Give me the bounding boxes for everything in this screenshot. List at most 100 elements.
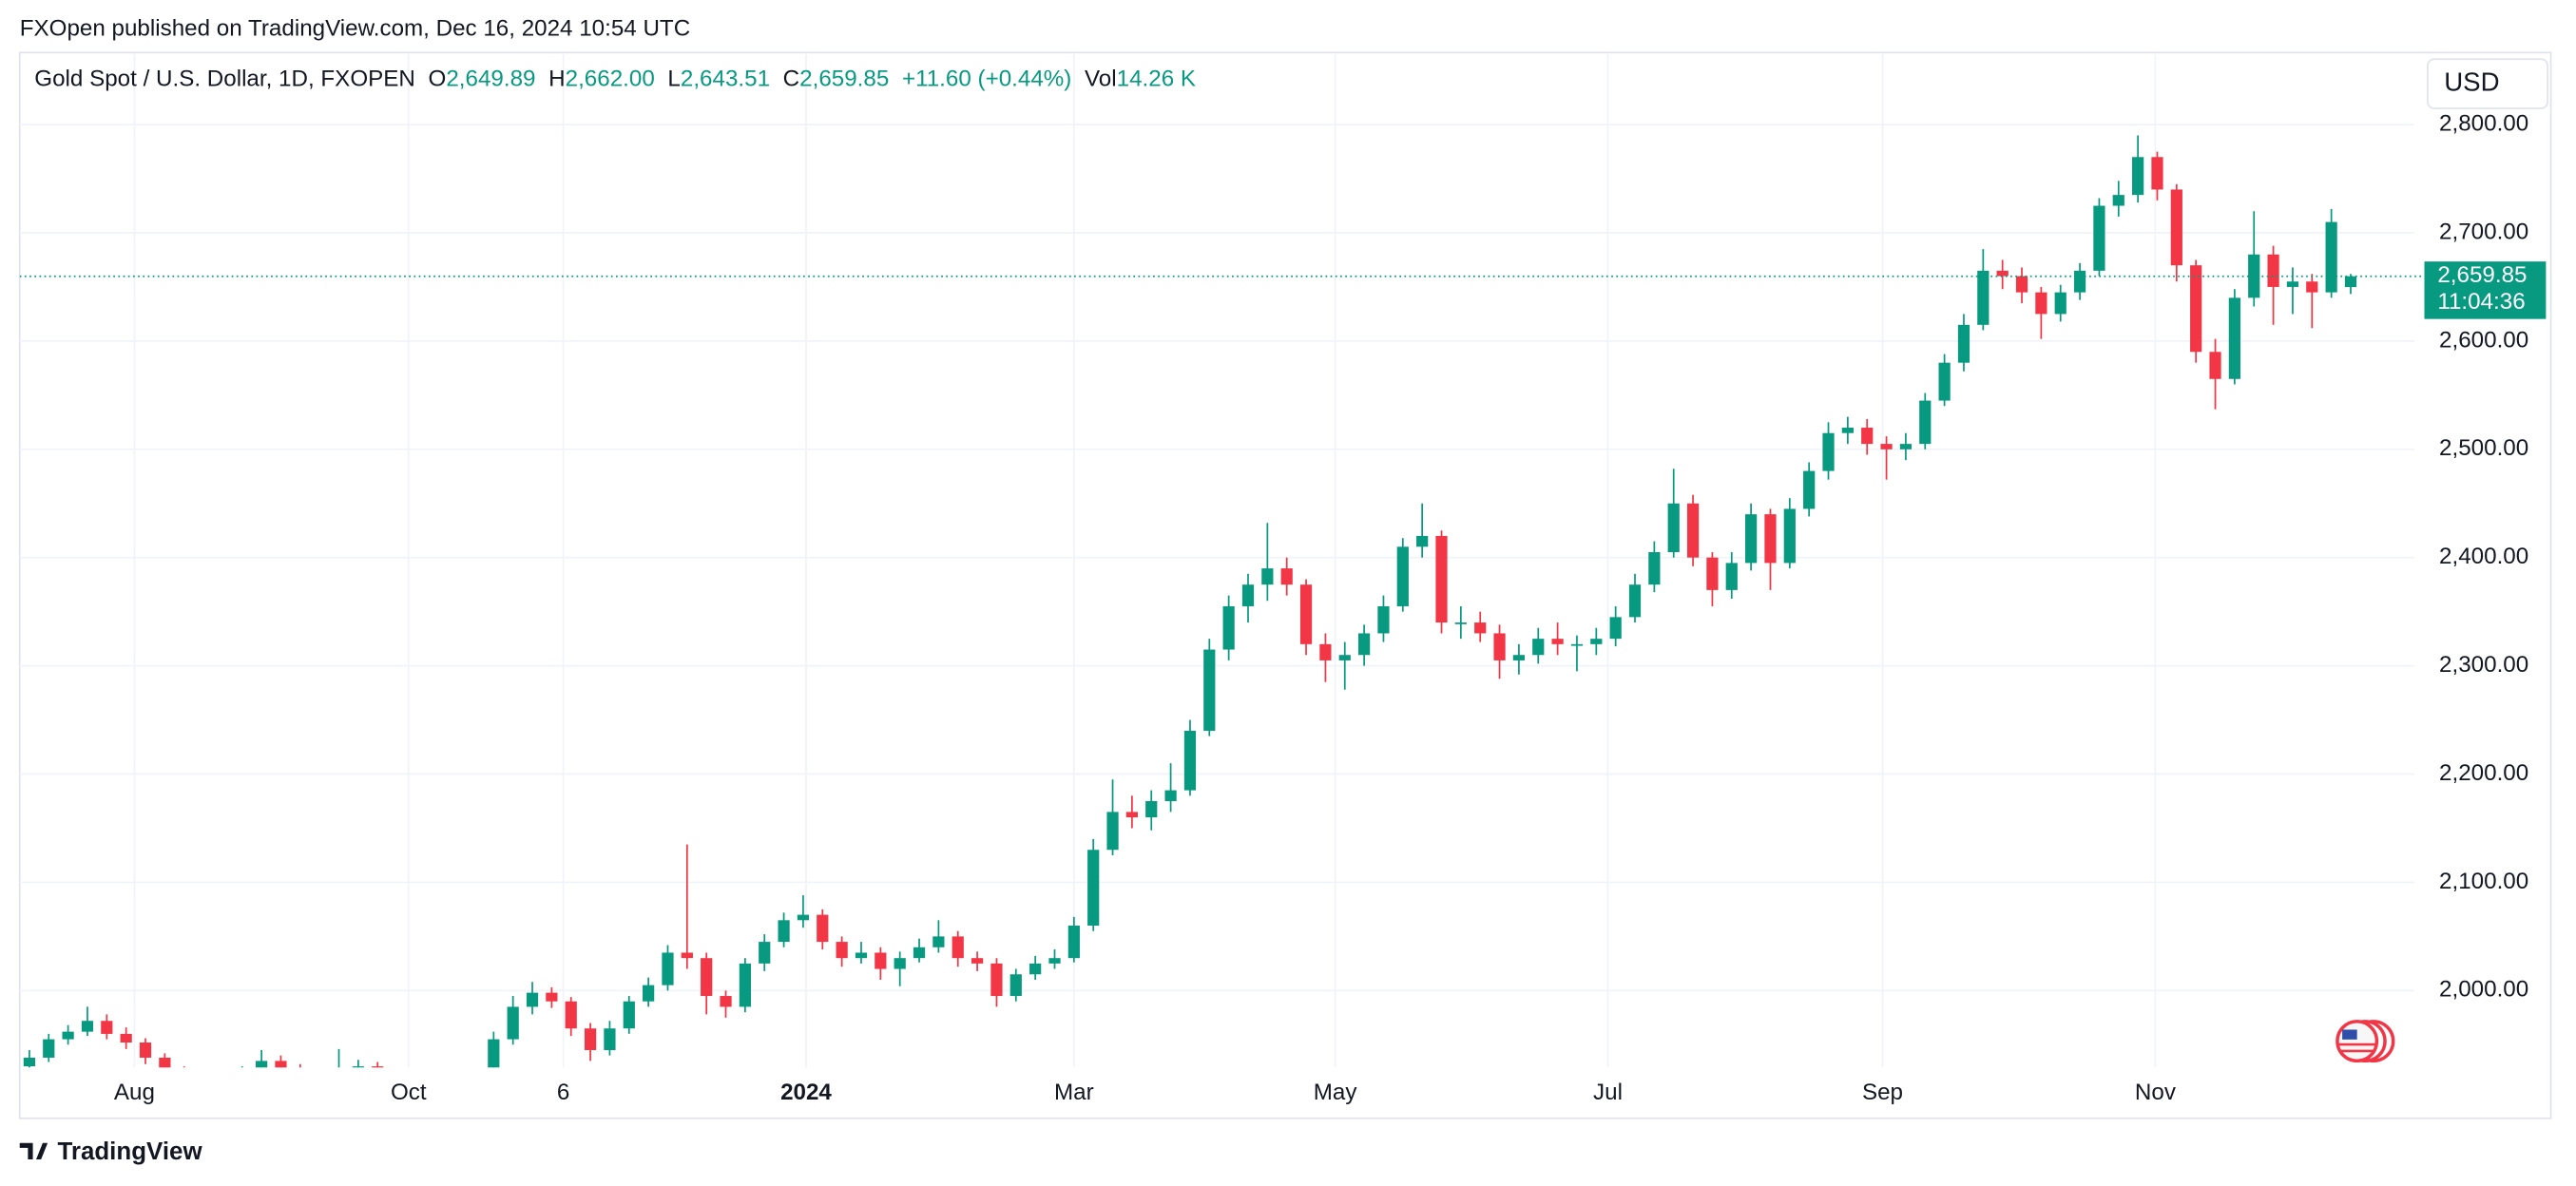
candle-body xyxy=(1164,790,1177,802)
candle-body xyxy=(1764,514,1777,564)
candle-body xyxy=(1803,470,1816,509)
close-key: C xyxy=(783,67,799,92)
candle-body xyxy=(81,1021,94,1032)
candle-body xyxy=(2344,276,2357,288)
candle-body xyxy=(1783,508,1796,564)
vol-key: Vol xyxy=(1085,67,1117,92)
candle-body xyxy=(1745,514,1758,564)
candle-body xyxy=(1570,643,1584,646)
candle-body xyxy=(2209,352,2221,379)
candle-body xyxy=(2267,254,2279,287)
candle-body xyxy=(932,936,945,947)
candle-body xyxy=(1067,925,1080,959)
candle-body xyxy=(120,1033,132,1043)
flag-icon[interactable] xyxy=(2336,1020,2395,1063)
published-line: FXOpen published on TradingView.com, Dec… xyxy=(20,16,690,42)
change: +11.60 (+0.44%) xyxy=(902,67,1071,92)
candle-body xyxy=(488,1039,500,1068)
candle-body xyxy=(952,936,964,959)
x-tick-label: Jul xyxy=(1593,1080,1623,1105)
candle-body xyxy=(720,996,732,1007)
symbol: Gold Spot / U.S. Dollar, 1D, FXOPEN xyxy=(34,67,415,92)
flag-ring[interactable] xyxy=(2336,1020,2379,1063)
legend-line: Gold Spot / U.S. Dollar, 1D, FXOPEN O2,6… xyxy=(34,67,1196,92)
candle-body xyxy=(1551,639,1564,644)
candle-body xyxy=(2112,195,2124,206)
candle-body xyxy=(836,942,848,959)
candle-body xyxy=(2015,276,2028,293)
candle-body xyxy=(256,1061,268,1068)
candle-body xyxy=(2325,221,2337,293)
candle-body xyxy=(1861,428,1874,445)
candle-body xyxy=(1299,584,1313,644)
candle-body xyxy=(1203,649,1216,731)
candle-body xyxy=(1087,850,1100,926)
candle-body xyxy=(1435,535,1448,623)
candle-body xyxy=(1996,270,2009,277)
candle-body xyxy=(2286,281,2299,287)
currency-button[interactable]: USD xyxy=(2427,58,2548,109)
logo-icon[interactable] xyxy=(19,1142,48,1159)
candle-body xyxy=(1493,633,1506,660)
candle-body xyxy=(546,992,558,1002)
y-tick-label: 2,800.00 xyxy=(2439,110,2528,136)
candle-body xyxy=(1667,503,1680,553)
low-key: L xyxy=(667,67,680,92)
candle-body xyxy=(681,952,693,959)
y-tick-label: 2,000.00 xyxy=(2439,977,2528,1003)
candle-body xyxy=(1183,730,1197,791)
candle-body xyxy=(565,1001,577,1029)
candle-body xyxy=(817,914,829,943)
x-tick-label: Mar xyxy=(1054,1080,1094,1105)
candle-body xyxy=(894,958,906,969)
candle-body xyxy=(2093,205,2105,271)
candle-body xyxy=(2054,292,2067,315)
countdown: 11:04:36 xyxy=(2437,289,2525,315)
candle-body xyxy=(913,947,926,959)
candle-body xyxy=(643,985,655,1002)
x-tick-label: 2024 xyxy=(780,1080,832,1105)
candle-body xyxy=(1396,546,1409,606)
candle-body xyxy=(1841,428,1854,433)
x-tick-label: Aug xyxy=(114,1080,155,1105)
candle-body xyxy=(1377,605,1390,634)
candle-body xyxy=(662,952,674,985)
currency-button-label[interactable]: USD xyxy=(2444,67,2499,96)
candle-body xyxy=(1977,270,1990,325)
candle-body xyxy=(1512,655,1526,660)
x-tick-label: Sep xyxy=(1862,1080,1903,1105)
candle-body xyxy=(2228,297,2240,379)
x-tick-label: Oct xyxy=(391,1080,427,1105)
candle-body xyxy=(855,952,868,959)
candle-body xyxy=(2132,157,2144,196)
candle-body xyxy=(1899,444,1913,450)
flag-canton[interactable] xyxy=(2342,1029,2357,1040)
footer-logo[interactable]: TradingView xyxy=(19,1138,203,1165)
x-tick-label: May xyxy=(1314,1080,1358,1105)
candle-body xyxy=(875,952,887,969)
candle-body xyxy=(778,920,790,943)
x-tick-label: 6 xyxy=(557,1080,569,1105)
close-value: 2,659.85 xyxy=(799,67,889,92)
currency-button-box[interactable] xyxy=(2427,58,2548,109)
y-tick-label: 2,700.00 xyxy=(2439,219,2528,244)
logo-text[interactable]: TradingView xyxy=(57,1138,202,1165)
candle-body xyxy=(2073,270,2086,293)
candle-body xyxy=(159,1057,171,1068)
high-key: H xyxy=(548,67,565,92)
candle-body xyxy=(584,1028,597,1050)
candle-body xyxy=(62,1031,74,1040)
chart-frame xyxy=(18,51,2552,1119)
candle-body xyxy=(1416,535,1429,547)
candle-body xyxy=(1686,503,1700,558)
candle-body xyxy=(1048,958,1061,964)
price-tag xyxy=(2424,261,2547,319)
candle-body xyxy=(1280,568,1293,585)
candle-body xyxy=(1261,568,1274,585)
candle-body xyxy=(1725,563,1738,590)
candle-body xyxy=(1822,432,1835,471)
candle-body xyxy=(797,914,810,921)
candle-body xyxy=(2306,281,2318,293)
